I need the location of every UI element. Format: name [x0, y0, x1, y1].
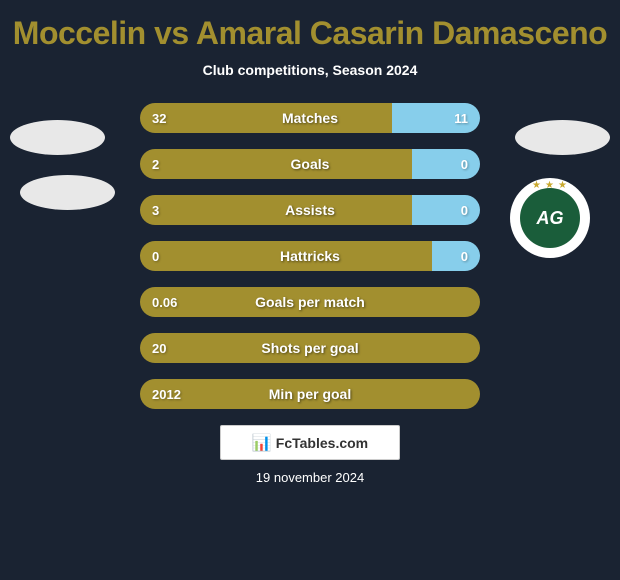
stat-value-right: 0 — [461, 203, 468, 218]
stat-label: Shots per goal — [261, 340, 358, 356]
stat-bar: 0.06 Goals per match — [140, 287, 480, 317]
player-right-badge — [515, 120, 610, 155]
branding-text: FcTables.com — [276, 435, 368, 451]
stat-bar: 20 Shots per goal — [140, 333, 480, 363]
stat-label: Hattricks — [280, 248, 340, 264]
player-left-badge-2 — [20, 175, 115, 210]
stat-bar-left: 2 — [140, 149, 412, 179]
stat-bar: 0 0 Hattricks — [140, 241, 480, 271]
date-text: 19 november 2024 — [0, 470, 620, 485]
stat-bar-left: 32 — [140, 103, 392, 133]
stat-bar-right: 0 — [412, 149, 480, 179]
fctables-badge[interactable]: 📊 FcTables.com — [220, 425, 400, 460]
stat-label: Assists — [285, 202, 335, 218]
stat-bar-right: 0 — [412, 195, 480, 225]
stat-bar: 3 0 Assists — [140, 195, 480, 225]
stat-value-right: 0 — [461, 249, 468, 264]
team-logo: ★ ★ ★ AG — [510, 178, 590, 258]
subtitle: Club competitions, Season 2024 — [0, 62, 620, 78]
comparison-title: Moccelin vs Amaral Casarin Damasceno — [0, 15, 620, 52]
stat-value-left: 3 — [152, 203, 159, 218]
stat-bar: 2012 Min per goal — [140, 379, 480, 409]
stat-value-left: 32 — [152, 111, 166, 126]
stat-value-left: 0 — [152, 249, 159, 264]
stat-label: Matches — [282, 110, 338, 126]
chart-icon: 📊 — [252, 433, 272, 453]
stat-bar-right: 0 — [432, 241, 480, 271]
stat-label: Goals — [291, 156, 330, 172]
star-icon: ★ — [558, 180, 567, 191]
stat-bar: 32 11 Matches — [140, 103, 480, 133]
stat-value-left: 0.06 — [152, 295, 177, 310]
stat-bar-left: 3 — [140, 195, 412, 225]
stat-value-left: 2 — [152, 157, 159, 172]
stat-value-left: 20 — [152, 341, 166, 356]
star-icon: ★ — [532, 180, 541, 191]
stat-label: Min per goal — [269, 386, 351, 402]
stat-bar: 2 0 Goals — [140, 149, 480, 179]
stat-value-left: 2012 — [152, 387, 181, 402]
stat-bar-right: 11 — [392, 103, 480, 133]
stats-container: 3211Matches20Goals30Assists00Hattricks0.… — [140, 103, 480, 409]
team-logo-text: AG — [537, 208, 564, 229]
stat-label: Goals per match — [255, 294, 365, 310]
stat-value-right: 11 — [454, 111, 468, 126]
player-left-badge-1 — [10, 120, 105, 155]
star-icon: ★ — [545, 180, 554, 191]
stat-value-right: 0 — [461, 157, 468, 172]
